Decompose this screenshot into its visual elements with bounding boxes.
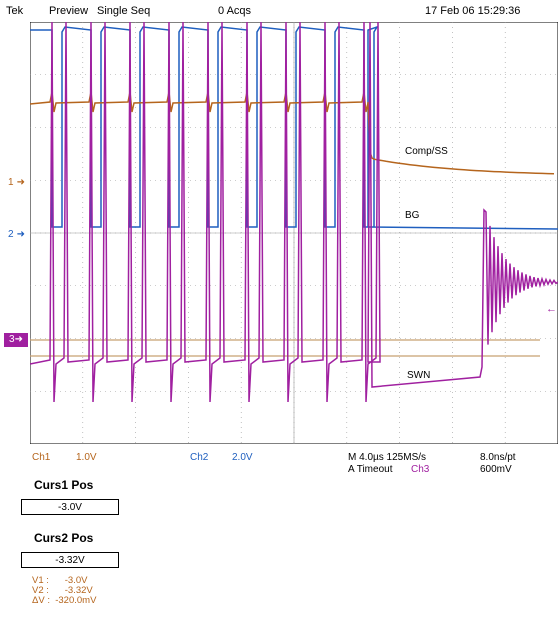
ch2-scale: 2.0V [232, 452, 253, 463]
trace-swn [30, 22, 558, 403]
acq-mode-label: Single Seq [97, 5, 151, 17]
brand-label: Tek [6, 5, 24, 17]
ch1-marker[interactable]: 1 ➜ [8, 177, 25, 188]
status-bar: Tek Preview Single Seq 0 Acqs 17 Feb 06 … [0, 0, 558, 22]
ch2-name: Ch2 [190, 452, 209, 463]
waveform-display [30, 22, 558, 444]
timebase: M 4.0µs 125MS/s [348, 452, 427, 463]
acq-count: 0 Acqs [218, 5, 252, 17]
trace-label-bg: BG [405, 210, 420, 221]
graticule [30, 22, 558, 444]
trigger-level: 600mV [480, 464, 512, 475]
curs1-title: Curs1 Pos [34, 478, 94, 492]
trace-label-comp-ss: Comp/SS [405, 146, 448, 157]
trigger-mode: A Timeout [348, 464, 393, 475]
datetime: 17 Feb 06 15:29:36 [425, 5, 521, 17]
mode-label: Preview [49, 5, 89, 17]
ch3-marker[interactable]: 3➜ [4, 333, 28, 347]
curs2-title: Curs2 Pos [34, 531, 94, 545]
ch1-name: Ch1 [32, 452, 51, 463]
trace-label-swn: SWN [407, 370, 431, 381]
trace-bg [30, 25, 558, 230]
traces [30, 22, 558, 403]
v1-readout: V1 : -3.0V [32, 575, 88, 586]
curs1-position-field[interactable]: -3.0V [21, 499, 119, 515]
ch1-scale: 1.0V [76, 452, 97, 463]
trigger-channel: Ch3 [411, 464, 430, 475]
trigger-level-arrow-icon: ← [546, 303, 557, 315]
v2-readout: V2 : -3.32V [32, 585, 93, 596]
curs2-position-field[interactable]: -3.32V [21, 552, 119, 568]
ch2-marker[interactable]: 2 ➜ [8, 229, 25, 240]
trace-comp-ss [30, 91, 555, 175]
sample-interval: 8.0ns/pt [480, 452, 516, 463]
delta-v-readout: ΔV : -320.0mV [32, 595, 97, 606]
